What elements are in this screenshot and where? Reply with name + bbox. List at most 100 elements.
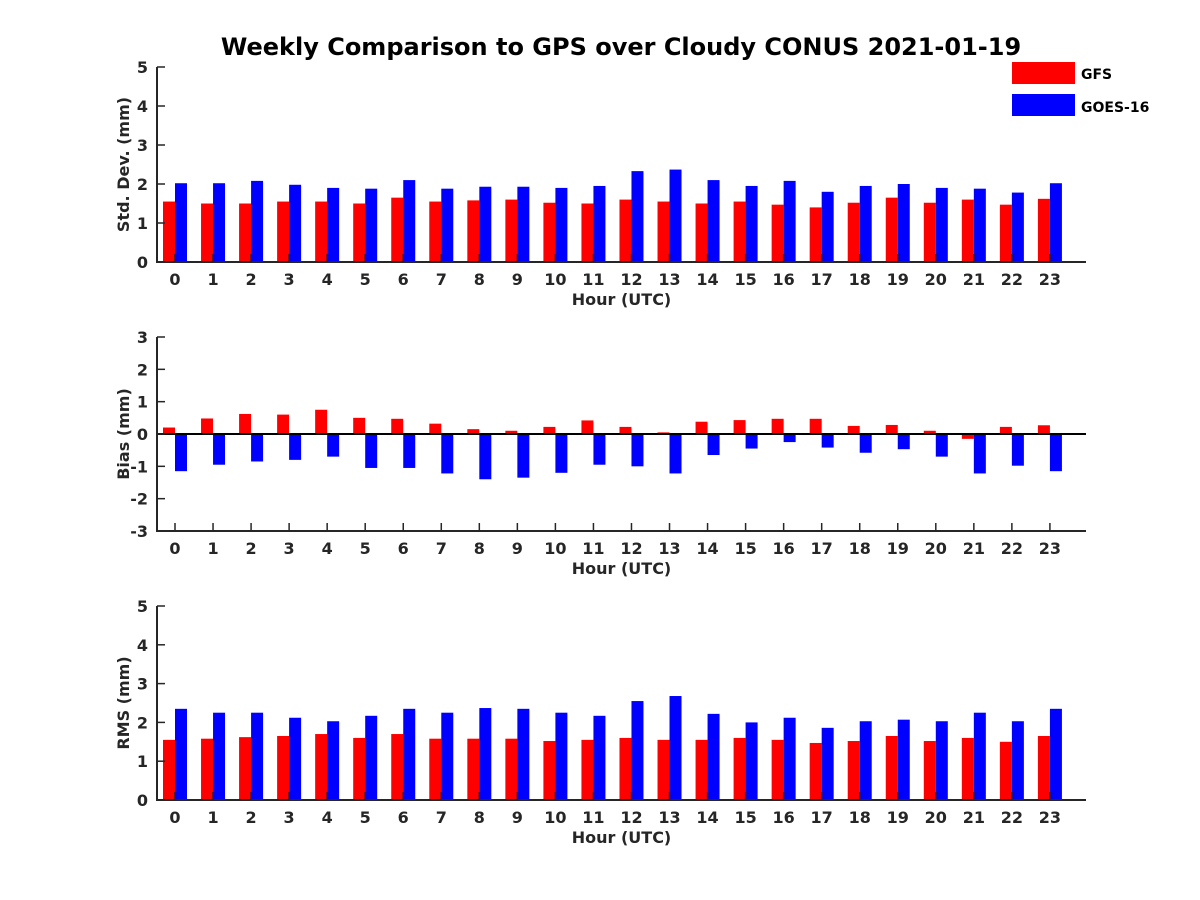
stddev-xtick-label: 14 xyxy=(696,270,718,289)
rms-xtick-label: 3 xyxy=(284,808,295,827)
rms-xtick-label: 7 xyxy=(436,808,447,827)
bias-bar-gfs-1 xyxy=(201,418,214,434)
rms-bar-gfs-18 xyxy=(847,741,860,800)
rms-bar-goes16-4 xyxy=(327,721,340,800)
stddev-xtick-label: 1 xyxy=(207,270,218,289)
stddev-bar-gfs-10 xyxy=(543,202,556,262)
rms-bar-gfs-13 xyxy=(657,739,670,800)
stddev-bar-gfs-8 xyxy=(467,200,480,262)
bias-xtick-label: 13 xyxy=(658,539,680,558)
stddev-bar-goes16-11 xyxy=(593,185,606,262)
bias-bar-goes16-8 xyxy=(479,434,492,480)
bias-xtick-label: 14 xyxy=(696,539,718,558)
legend-label-goes16: GOES-16 xyxy=(1081,100,1149,116)
stddev-bar-goes16-14 xyxy=(707,180,720,262)
rms-bar-goes16-13 xyxy=(669,696,682,800)
rms-xtick-label: 15 xyxy=(734,808,756,827)
bias-xtick-label: 9 xyxy=(512,539,523,558)
stddev-bar-goes16-20 xyxy=(935,187,948,262)
bias-bar-gfs-5 xyxy=(353,417,366,434)
stddev-bar-gfs-6 xyxy=(391,197,404,262)
bias-ytick-label: 3 xyxy=(137,328,148,347)
bias-bar-gfs-16 xyxy=(771,418,784,434)
stddev-xtick-label: 7 xyxy=(436,270,447,289)
bias-xtick-label: 23 xyxy=(1039,539,1061,558)
stddev-ytick-label: 2 xyxy=(137,175,148,194)
stddev-bar-gfs-18 xyxy=(847,202,860,262)
bias-yaxis-label: Bias (mm) xyxy=(114,388,133,480)
stddev-bar-gfs-7 xyxy=(429,201,442,262)
stddev-bar-gfs-12 xyxy=(619,199,632,262)
bias-xtick-label: 15 xyxy=(734,539,756,558)
bias-bar-goes16-20 xyxy=(935,434,948,457)
bias-xtick-label: 21 xyxy=(963,539,985,558)
stddev-bar-gfs-5 xyxy=(353,203,366,262)
stddev-bar-gfs-22 xyxy=(999,204,1012,262)
stddev-bar-goes16-15 xyxy=(745,185,758,262)
bias-xaxis-label: Hour (UTC) xyxy=(572,559,672,578)
bias-bar-gfs-22 xyxy=(999,426,1012,434)
rms-xtick-label: 23 xyxy=(1039,808,1061,827)
bias-ytick-label: -1 xyxy=(130,457,148,476)
chart-title: Weekly Comparison to GPS over Cloudy CON… xyxy=(221,33,1021,61)
bias-bar-gfs-18 xyxy=(847,425,860,434)
rms-bar-gfs-3 xyxy=(277,735,290,800)
rms-yaxis-label: RMS (mm) xyxy=(114,656,133,749)
bias-bar-gfs-4 xyxy=(315,409,328,434)
rms-bar-goes16-2 xyxy=(251,712,264,800)
stddev-xtick-label: 21 xyxy=(963,270,985,289)
rms-bar-gfs-7 xyxy=(429,738,442,800)
bias-bar-gfs-15 xyxy=(733,420,746,434)
stddev-xtick-label: 11 xyxy=(582,270,604,289)
bias-bar-goes16-17 xyxy=(821,434,834,448)
rms-bar-gfs-14 xyxy=(695,739,708,800)
stddev-xtick-label: 17 xyxy=(811,270,833,289)
rms-bar-goes16-22 xyxy=(1011,721,1024,800)
bias-xtick-label: 20 xyxy=(925,539,947,558)
stddev-xtick-label: 3 xyxy=(284,270,295,289)
bias-bar-goes16-19 xyxy=(897,434,910,450)
rms-xtick-label: 21 xyxy=(963,808,985,827)
stddev-xtick-label: 9 xyxy=(512,270,523,289)
rms-xtick-label: 8 xyxy=(474,808,485,827)
stddev-yaxis-label: Std. Dev. (mm) xyxy=(114,97,133,232)
bias-xtick-label: 4 xyxy=(322,539,333,558)
stddev-bar-goes16-6 xyxy=(403,180,416,262)
stddev-xtick-label: 18 xyxy=(849,270,871,289)
rms-ytick-label: 3 xyxy=(137,675,148,694)
stddev-bar-goes16-18 xyxy=(859,185,872,262)
rms-xtick-label: 19 xyxy=(887,808,909,827)
stddev-ytick-label: 4 xyxy=(137,97,148,116)
stddev-xtick-label: 12 xyxy=(620,270,642,289)
stddev-bar-goes16-23 xyxy=(1049,183,1062,262)
rms-bar-gfs-8 xyxy=(467,738,480,800)
rms-bar-goes16-3 xyxy=(289,717,302,800)
bias-bar-gfs-20 xyxy=(923,430,936,434)
rms-ytick-label: 1 xyxy=(137,752,148,771)
stddev-xtick-label: 16 xyxy=(773,270,795,289)
bias-bar-goes16-3 xyxy=(289,434,302,460)
rms-xtick-label: 20 xyxy=(925,808,947,827)
rms-bar-gfs-16 xyxy=(771,739,784,800)
rms-bar-gfs-15 xyxy=(733,737,746,800)
rms-bar-goes16-10 xyxy=(555,712,568,800)
bias-bar-goes16-6 xyxy=(403,434,416,468)
bias-bar-gfs-8 xyxy=(467,429,480,434)
stddev-bar-gfs-20 xyxy=(923,202,936,262)
bias-bar-gfs-14 xyxy=(695,421,708,434)
rms-xtick-label: 13 xyxy=(658,808,680,827)
rms-bar-goes16-12 xyxy=(631,701,644,800)
rms-xtick-label: 10 xyxy=(544,808,566,827)
bias-bar-goes16-1 xyxy=(213,434,226,465)
rms-bar-goes16-9 xyxy=(517,708,530,800)
rms-bar-goes16-7 xyxy=(441,712,454,800)
stddev-bar-gfs-14 xyxy=(695,203,708,262)
rms-xtick-label: 17 xyxy=(811,808,833,827)
rms-xaxis-label: Hour (UTC) xyxy=(572,828,672,847)
stddev-bar-goes16-16 xyxy=(783,180,796,262)
stddev-bar-gfs-15 xyxy=(733,201,746,262)
rms-bar-goes16-1 xyxy=(213,712,226,800)
bias-ytick-label: 1 xyxy=(137,393,148,412)
